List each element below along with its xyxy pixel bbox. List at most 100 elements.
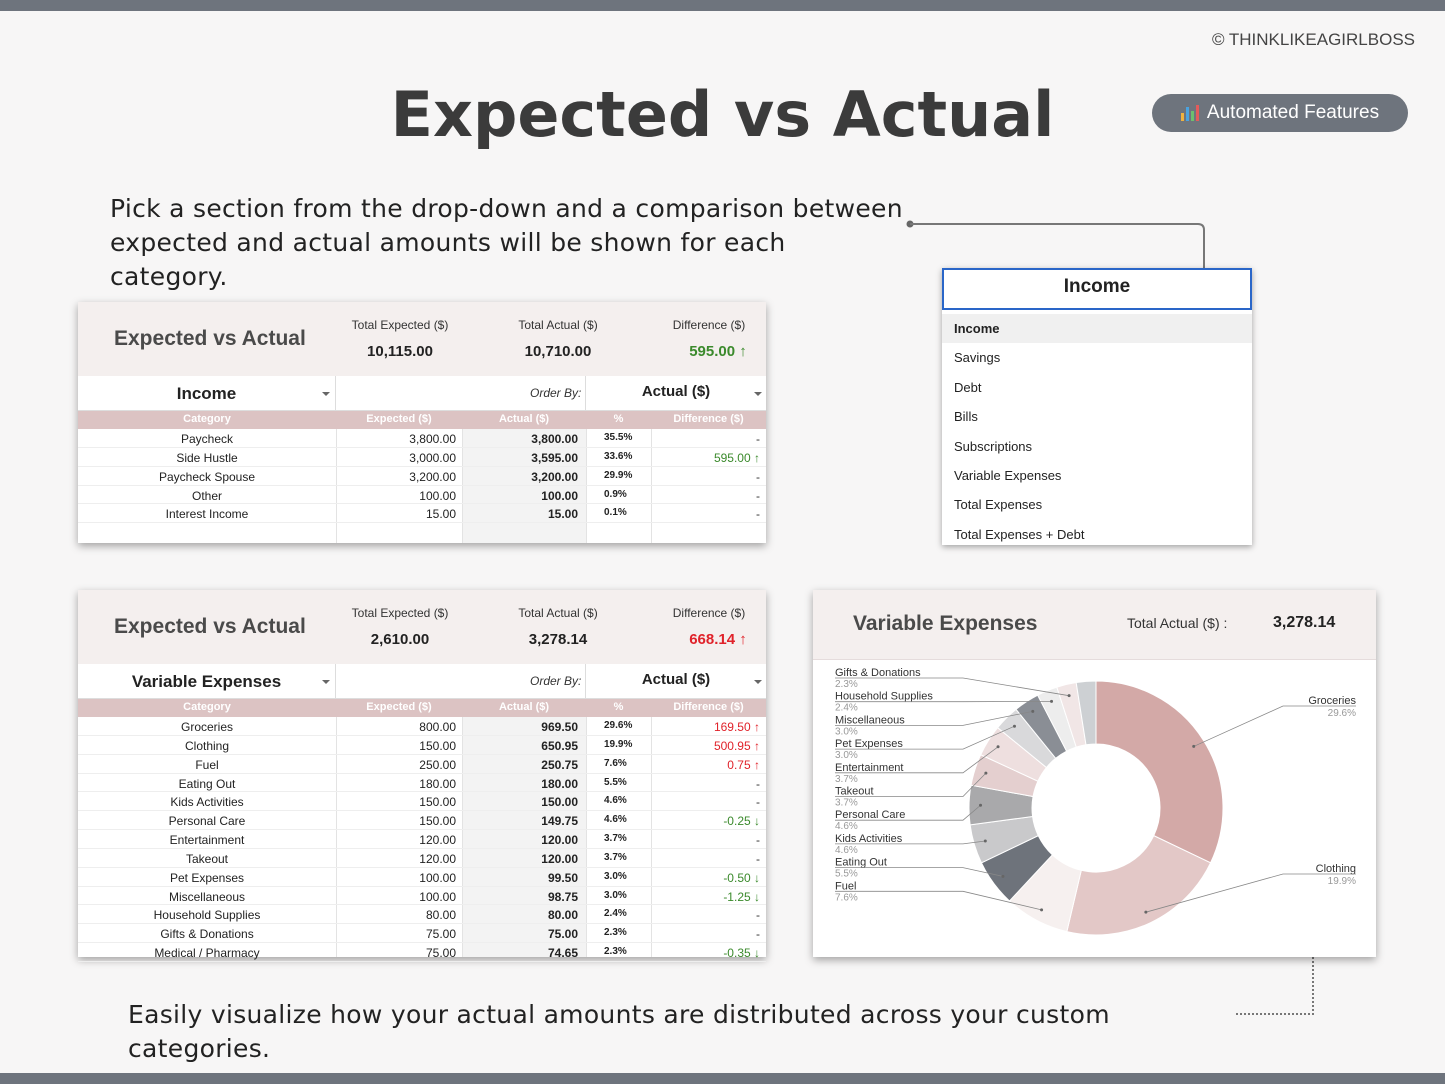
- category-cell: Gifts & Donations: [160, 927, 254, 942]
- expected-cell: 80.00: [425, 908, 456, 923]
- difference-cell: -: [756, 908, 760, 923]
- category-cell: Pet Expenses: [169, 870, 245, 885]
- order-by-label: Order By:: [530, 386, 582, 400]
- table-header: Category Expected ($) Actual ($) % Diffe…: [78, 411, 766, 429]
- legend-percent: 19.9%: [1328, 876, 1356, 887]
- table-row: Household Supplies 80.00 80.00 2.4% -: [78, 905, 766, 925]
- difference-cell: -: [756, 432, 760, 446]
- chart-header: Variable Expenses Total Actual ($) : 3,2…: [813, 590, 1376, 660]
- percent-cell: 29.6%: [604, 720, 633, 731]
- expected-cell: 75.00: [425, 946, 456, 961]
- difference-cell: -0.50 ↓: [723, 870, 760, 885]
- total-expected-value: 2,610.00: [370, 631, 430, 648]
- category-cell: Fuel: [195, 757, 219, 772]
- slice-groceries: [1095, 680, 1224, 864]
- section-dropdown-menu: Income Income Savings Debt Bills Subscriptio…: [942, 268, 1252, 545]
- percent-cell: 4.6%: [604, 814, 627, 826]
- category-cell: Medical / Pharmacy: [154, 946, 260, 961]
- variable-expenses-comparison-panel: Expected vs Actual Total Expected ($) 2,…: [78, 590, 766, 962]
- total-expected-label: Total Expected ($): [351, 606, 449, 620]
- expected-cell: 180.00: [419, 776, 456, 791]
- total-actual-value: 3,278.14: [528, 631, 588, 648]
- category-cell: Clothing: [184, 738, 230, 753]
- page-title: Expected vs Actual: [390, 78, 1055, 151]
- actual-cell: 74.65: [547, 946, 578, 961]
- legend-label: Entertainment: [835, 762, 903, 774]
- arrow-up-icon: ↑: [739, 631, 747, 648]
- chevron-down-icon: [322, 392, 330, 396]
- order-by-dropdown[interactable]: Actual ($): [585, 664, 766, 699]
- table-header: Category Expected ($) Actual ($) % Diffe…: [78, 699, 766, 717]
- actual-cell: 15.00: [547, 507, 578, 522]
- total-actual-label: Total Actual ($) :: [1127, 615, 1228, 631]
- total-expected-value: 10,115.00: [367, 343, 433, 360]
- difference-label: Difference ($): [672, 606, 746, 620]
- panel-header: Expected vs Actual Total Expected ($) 2,…: [78, 590, 766, 664]
- dropdown-option[interactable]: Variable Expenses: [954, 468, 1062, 483]
- difference-cell: -: [756, 488, 760, 503]
- dropdown-option[interactable]: Bills: [954, 409, 978, 425]
- expected-cell: 150.00: [419, 795, 456, 810]
- dropdown-option[interactable]: Subscriptions: [954, 438, 1033, 454]
- legend-percent: 7.6%: [835, 892, 858, 903]
- table-row: Personal Care 150.00 149.75 4.6% -0.25 ↓: [78, 811, 766, 831]
- actual-cell: 99.50: [547, 870, 578, 885]
- dropdown-option[interactable]: Savings: [954, 350, 1001, 366]
- actual-cell: 120.00: [541, 851, 578, 866]
- dropdown-option[interactable]: Total Expenses + Debt: [954, 526, 1085, 542]
- category-cell: Other: [191, 488, 222, 503]
- table-row: Eating Out 180.00 180.00 5.5% -: [78, 774, 766, 793]
- total-actual-label: Total Actual ($): [518, 318, 598, 332]
- percent-cell: 2.3%: [604, 927, 627, 939]
- order-by-dropdown[interactable]: Actual ($): [585, 376, 766, 411]
- table-row: Takeout 120.00 120.00 3.7% -: [78, 849, 766, 868]
- legend-label: Fuel: [835, 880, 856, 892]
- copyright-text: © THINKLIKEAGIRLBOSS: [1211, 30, 1415, 49]
- difference-cell: 169.50 ↑: [713, 720, 760, 734]
- category-cell: Side Hustle: [176, 450, 238, 465]
- total-actual-label: Total Actual ($): [518, 606, 598, 620]
- chevron-down-icon: [754, 680, 762, 684]
- difference-cell: 500.95 ↑: [713, 738, 760, 753]
- actual-cell: 100.00: [541, 488, 578, 503]
- category-cell: Groceries: [180, 720, 233, 734]
- section-dropdown[interactable]: Income: [78, 376, 336, 411]
- panel-title: Expected vs Actual: [114, 327, 306, 350]
- section-dropdown[interactable]: Variable Expenses: [78, 664, 336, 699]
- category-cell: Interest Income: [165, 507, 249, 522]
- actual-cell: 180.00: [541, 776, 578, 791]
- percent-cell: 5.5%: [604, 776, 627, 788]
- category-cell: Household Supplies: [153, 908, 261, 923]
- difference-cell: 595.00 ↑: [713, 450, 760, 465]
- expected-cell: 100.00: [419, 889, 456, 904]
- percent-cell: 0.1%: [604, 507, 627, 519]
- percent-cell: 3.7%: [604, 851, 627, 863]
- variable-expenses-chart-panel: Variable Expenses Total Actual ($) : 3,2…: [813, 590, 1376, 957]
- chevron-down-icon: [322, 680, 330, 684]
- percent-cell: 3.0%: [604, 889, 627, 901]
- legend-label: Pet Expenses: [835, 738, 903, 750]
- percent-cell: 33.6%: [604, 450, 633, 462]
- percent-cell: 4.6%: [604, 795, 627, 807]
- expected-cell: 75.00: [425, 927, 456, 942]
- table-row: Side Hustle 3,000.00 3,595.00 33.6% 595.00 ↑: [78, 448, 766, 467]
- expected-cell: 150.00: [419, 738, 456, 753]
- actual-cell: 3,800.00: [531, 432, 578, 446]
- legend-percent: 3.7%: [835, 774, 858, 785]
- legend-label: Personal Care: [835, 809, 905, 821]
- difference-cell: -0.35 ↓: [723, 946, 760, 961]
- legend-label: Eating Out: [835, 857, 887, 869]
- percent-cell: 0.9%: [604, 488, 627, 500]
- category-cell: Miscellaneous: [168, 889, 246, 904]
- dropdown-option[interactable]: Income: [942, 314, 1252, 343]
- chevron-down-icon: [754, 392, 762, 396]
- dropdown-option[interactable]: Debt: [954, 379, 982, 395]
- difference-cell: -: [756, 833, 760, 848]
- expected-cell: 120.00: [419, 851, 456, 866]
- dropdown-selected-value[interactable]: Income: [942, 268, 1252, 310]
- bottom-bar: [0, 1073, 1445, 1084]
- panel-title: Expected vs Actual: [114, 615, 306, 638]
- variable-expenses-table-rows: Groceries 800.00 969.50 29.6% 169.50 ↑ Clothi…: [78, 717, 766, 962]
- dropdown-option[interactable]: Total Expenses: [954, 497, 1043, 513]
